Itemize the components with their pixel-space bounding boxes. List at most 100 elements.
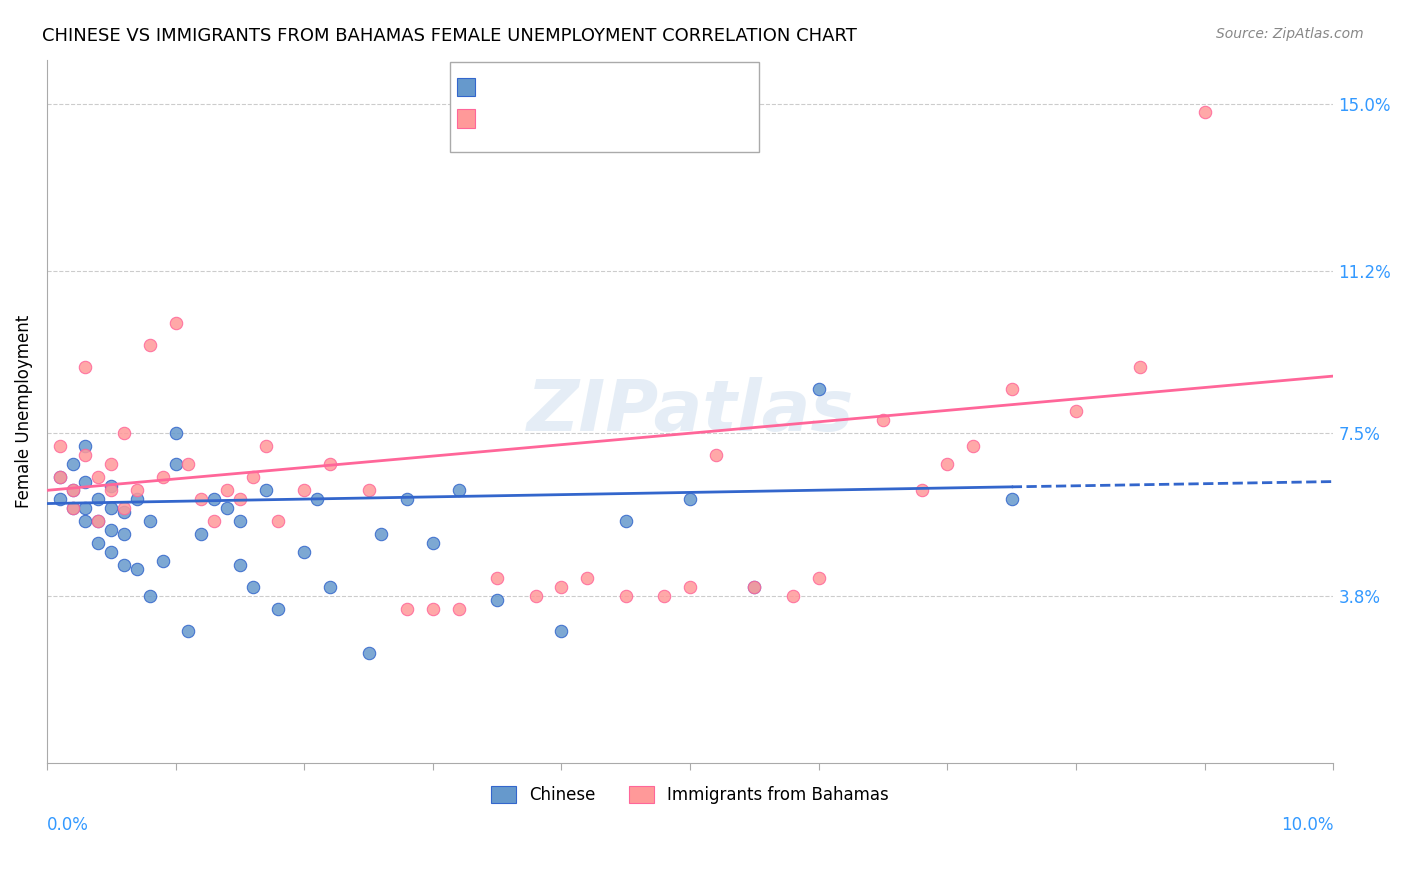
Point: [782, 589, 804, 603]
Point: [112, 426, 135, 441]
Point: [112, 505, 135, 519]
Text: R = 0.295: R = 0.295: [484, 113, 582, 131]
Point: [177, 457, 200, 471]
Point: [87, 514, 110, 528]
Point: [679, 492, 702, 507]
Text: 10.0%: 10.0%: [1281, 815, 1333, 834]
Point: [139, 514, 162, 528]
Point: [215, 483, 238, 498]
Point: [396, 492, 419, 507]
Point: [62, 457, 84, 471]
Point: [267, 602, 290, 616]
Point: [48, 470, 70, 484]
Point: [139, 589, 162, 603]
Point: [229, 558, 252, 573]
Point: [152, 470, 174, 484]
Point: [242, 580, 264, 594]
Point: [242, 470, 264, 484]
Point: [654, 589, 676, 603]
Point: [87, 470, 110, 484]
Point: [75, 500, 97, 515]
Point: [100, 483, 122, 498]
Point: [177, 624, 200, 638]
Point: [524, 589, 547, 603]
Point: [254, 439, 277, 453]
Point: [422, 536, 444, 550]
Point: [100, 500, 122, 515]
Point: [807, 382, 830, 396]
Point: [100, 523, 122, 537]
Point: [614, 514, 637, 528]
Point: [1001, 382, 1024, 396]
Point: [486, 571, 509, 585]
Point: [486, 593, 509, 607]
Point: [75, 514, 97, 528]
Point: [75, 475, 97, 489]
Point: [165, 316, 187, 330]
Text: 0.0%: 0.0%: [46, 815, 89, 834]
Point: [357, 483, 380, 498]
Point: [48, 439, 70, 453]
Point: [307, 492, 329, 507]
Point: [292, 483, 315, 498]
Point: [614, 589, 637, 603]
Point: [87, 492, 110, 507]
Point: [100, 457, 122, 471]
Point: [100, 545, 122, 559]
Point: [744, 580, 766, 594]
Point: [370, 527, 392, 541]
Point: [62, 483, 84, 498]
Point: [48, 470, 70, 484]
Point: [190, 492, 212, 507]
Point: [75, 439, 97, 453]
Point: [576, 571, 599, 585]
Point: [215, 500, 238, 515]
Point: [422, 602, 444, 616]
Point: [447, 483, 470, 498]
Text: ZIPatlas: ZIPatlas: [526, 376, 853, 446]
Point: [254, 483, 277, 498]
Point: [125, 492, 148, 507]
Point: [550, 624, 572, 638]
Point: [319, 457, 342, 471]
Text: CHINESE VS IMMIGRANTS FROM BAHAMAS FEMALE UNEMPLOYMENT CORRELATION CHART: CHINESE VS IMMIGRANTS FROM BAHAMAS FEMAL…: [42, 27, 858, 45]
Point: [125, 483, 148, 498]
Point: [447, 602, 470, 616]
Point: [229, 492, 252, 507]
Point: [112, 558, 135, 573]
Point: [1129, 360, 1152, 375]
Point: [202, 514, 225, 528]
Point: [87, 514, 110, 528]
Point: [62, 500, 84, 515]
Point: [75, 448, 97, 462]
Point: [48, 492, 70, 507]
Point: [1001, 492, 1024, 507]
Point: [165, 426, 187, 441]
Legend: Chinese, Immigrants from Bahamas: Chinese, Immigrants from Bahamas: [485, 780, 896, 811]
Point: [744, 580, 766, 594]
Point: [125, 562, 148, 576]
Point: [100, 479, 122, 493]
Point: [190, 527, 212, 541]
Text: N = 50: N = 50: [633, 82, 700, 100]
Text: Source: ZipAtlas.com: Source: ZipAtlas.com: [1216, 27, 1364, 41]
Point: [679, 580, 702, 594]
Point: [229, 514, 252, 528]
Point: [911, 483, 934, 498]
Point: [112, 527, 135, 541]
Point: [396, 602, 419, 616]
Point: [75, 360, 97, 375]
Point: [152, 554, 174, 568]
Point: [962, 439, 984, 453]
Text: R = 0.049: R = 0.049: [484, 82, 582, 100]
Point: [62, 483, 84, 498]
Point: [112, 500, 135, 515]
Point: [1194, 105, 1216, 120]
Point: [807, 571, 830, 585]
Point: [704, 448, 727, 462]
Point: [936, 457, 959, 471]
Point: [62, 500, 84, 515]
Point: [1064, 404, 1087, 418]
Point: [292, 545, 315, 559]
Point: [202, 492, 225, 507]
